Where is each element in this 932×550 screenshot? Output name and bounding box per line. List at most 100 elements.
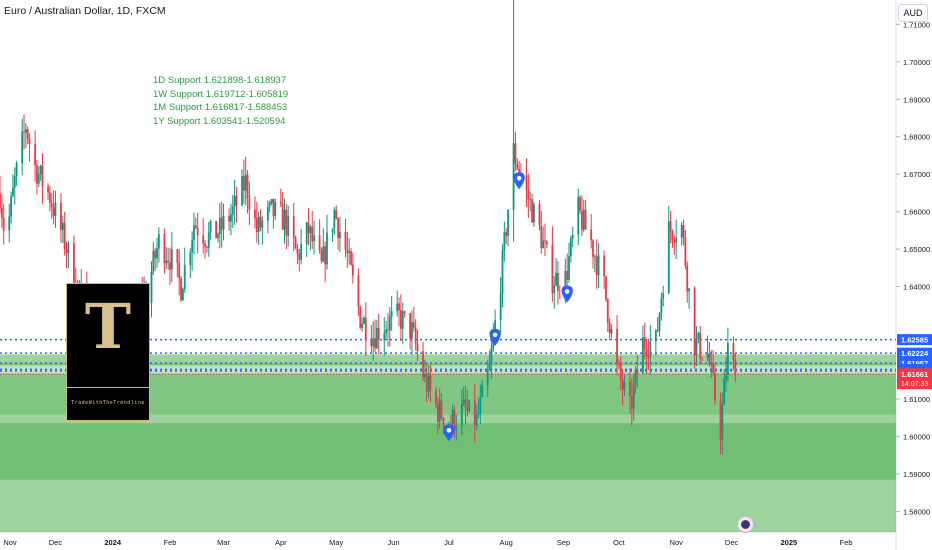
candle-body <box>154 250 157 259</box>
flag-icon[interactable] <box>737 516 754 533</box>
candle-body <box>387 329 389 331</box>
candle-body <box>218 217 221 235</box>
candle-body <box>656 330 659 332</box>
candle-body <box>207 232 210 248</box>
price-tick-label: 1.70000 <box>903 58 930 67</box>
candle-body <box>636 369 639 374</box>
candle-body <box>719 400 722 440</box>
candle-body <box>590 229 593 241</box>
brand-letter: T <box>84 290 132 363</box>
candle-body <box>569 238 572 257</box>
time-tick-label: Jun <box>387 538 399 547</box>
candle-body <box>41 165 44 187</box>
candle-body <box>292 216 295 238</box>
candle-body <box>592 240 594 257</box>
candle-body <box>281 203 284 230</box>
event-pin-icon[interactable] <box>443 424 455 442</box>
candle-body <box>283 209 286 230</box>
candle-body <box>701 357 703 359</box>
candle-body <box>209 220 212 233</box>
candle-body <box>571 234 574 239</box>
candle-body <box>261 220 264 228</box>
candle-body <box>479 397 482 413</box>
candle-body <box>8 216 11 231</box>
candle-body <box>566 271 569 280</box>
candle-body <box>233 195 236 207</box>
candle-body <box>557 272 559 291</box>
time-axis: Nov Dec 2024 Feb Mar Apr May Jun Jul Aug Sep Oct Nov… <box>3 538 852 547</box>
candle-body <box>383 333 386 341</box>
candle-body <box>165 260 168 264</box>
candle-body <box>257 216 260 233</box>
candle-body <box>693 288 696 356</box>
candle-body <box>673 240 676 243</box>
candle-body <box>231 206 234 215</box>
candle-body <box>632 384 635 409</box>
level-badge-label: 1.62585 <box>901 336 928 345</box>
candle-body <box>150 271 153 304</box>
annotation-1d-support: 1D Support 1.621898-1.618937 <box>153 75 287 86</box>
candle-body <box>333 209 336 229</box>
candle-body <box>398 303 400 311</box>
candle-body <box>669 221 672 232</box>
level-badge <box>897 357 932 369</box>
candle-body <box>47 186 49 193</box>
candle-body <box>36 164 38 184</box>
candle-body <box>525 175 528 190</box>
candle-body <box>643 337 646 349</box>
price-tick-label: 1.59000 <box>903 470 930 479</box>
candle-body <box>582 209 585 230</box>
level-badge-label: 1.62224 <box>901 349 929 358</box>
candle-body <box>156 248 158 259</box>
event-pin-icon[interactable] <box>561 285 573 303</box>
time-tick-label: Apr <box>275 538 287 547</box>
candle-body <box>545 241 548 245</box>
candle-body <box>157 233 160 249</box>
candle-body <box>222 216 225 230</box>
candle-body <box>435 390 437 404</box>
candle-body <box>305 222 308 245</box>
candle-body <box>416 343 419 352</box>
candle-body <box>605 276 607 300</box>
candle-body <box>706 353 709 359</box>
candle-body <box>662 293 665 299</box>
candle-body <box>194 225 197 229</box>
price-axis: 1.71000 1.70000 1.69000 1.68000 1.67000 1.660… <box>896 20 932 516</box>
candle-body <box>215 220 218 239</box>
candle-body <box>621 379 624 390</box>
candle-body <box>680 224 683 238</box>
time-tick-label: May <box>329 538 343 547</box>
event-pin-icon[interactable] <box>513 172 525 190</box>
candle-body <box>300 244 303 260</box>
candle-body <box>697 332 700 339</box>
candle-body <box>372 338 375 347</box>
currency-button[interactable]: AUD <box>898 4 928 22</box>
candle-body <box>409 313 412 339</box>
candle-body <box>726 343 729 375</box>
candle-body <box>298 253 301 260</box>
candle-body <box>230 214 232 222</box>
candle-body <box>555 272 557 286</box>
candle-body <box>313 235 315 242</box>
time-tick-label: Nov <box>3 538 17 547</box>
candle-body <box>0 192 1 208</box>
candle-body <box>396 303 399 312</box>
symbol-title[interactable]: Euro / Australian Dollar, 1D, FXCM <box>4 5 166 17</box>
event-pin-icon[interactable] <box>489 328 501 346</box>
brand-text: TradeWithTheTrendline <box>71 400 145 406</box>
candle-body <box>462 399 465 405</box>
candle-body <box>725 374 727 380</box>
candle-body <box>436 403 439 422</box>
price-tick-label: 1.66000 <box>903 208 930 217</box>
candle-body <box>516 163 519 169</box>
candle-body <box>13 176 16 188</box>
candle-body <box>170 249 173 270</box>
candle-body <box>686 265 689 292</box>
candle-body <box>712 362 715 374</box>
candle-body <box>542 240 545 249</box>
support-zone-1d <box>0 354 896 366</box>
level-badge-label: 1.61957 <box>901 359 928 368</box>
candle-body <box>440 400 443 419</box>
